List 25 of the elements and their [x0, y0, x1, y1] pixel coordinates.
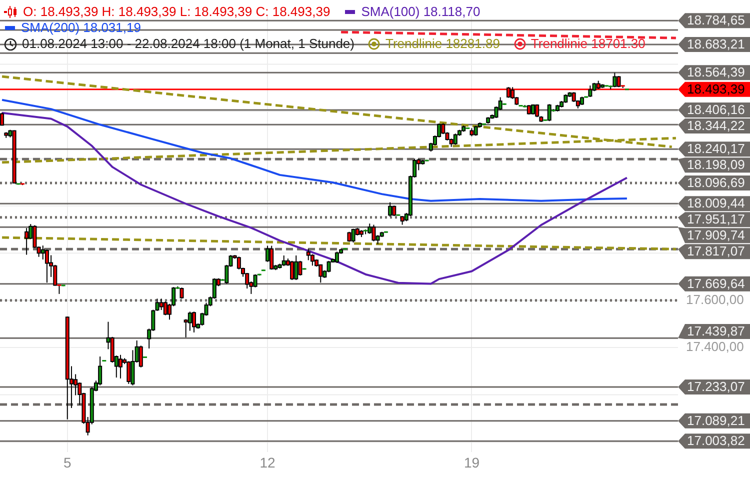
ref-line-label: 17.439,87 — [687, 324, 745, 339]
ref-line-label: 18.240,17 — [687, 141, 745, 156]
ref-line-label: 18.344,22 — [687, 118, 745, 134]
ref-line-label: 17.909,74 — [687, 228, 745, 243]
ref-line-label: 17.003,82 — [687, 433, 745, 448]
x-tick-label: 12 — [260, 454, 276, 470]
y-tick-label: 17.400,00 — [686, 339, 744, 354]
chart-title: O: 18.493,39 H: 18.493,39 L: 18.493,39 C: 18.493,39 — [23, 4, 330, 20]
ref-line-label: 18.096,69 — [687, 175, 745, 190]
ref-line-label: 18.564,39 — [687, 64, 745, 80]
ref-line-label: 18.009,44 — [687, 196, 745, 211]
ref-line-label: 18.683,21 — [687, 36, 745, 52]
ref-line-label: 17.669,64 — [687, 276, 745, 291]
legend-label: SMA(100) 18.118,70 — [361, 4, 480, 20]
ref-line-label: 17.233,07 — [687, 379, 745, 394]
ref-line-label: 17.951,17 — [687, 212, 745, 227]
ref-line-label: 18.493,39 — [687, 81, 745, 96]
x-tick-label: 19 — [464, 454, 480, 470]
y-tick-label: 17.600,00 — [686, 292, 744, 307]
ref-line-label: 17.817,07 — [687, 244, 745, 259]
x-tick-label: 5 — [63, 454, 72, 470]
ref-line-label: 17.089,21 — [687, 413, 745, 428]
ref-line-label: 18.406,16 — [687, 102, 745, 118]
ref-line-label: 18.198,09 — [687, 157, 745, 172]
ref-line-label: 18.784,65 — [687, 12, 745, 28]
